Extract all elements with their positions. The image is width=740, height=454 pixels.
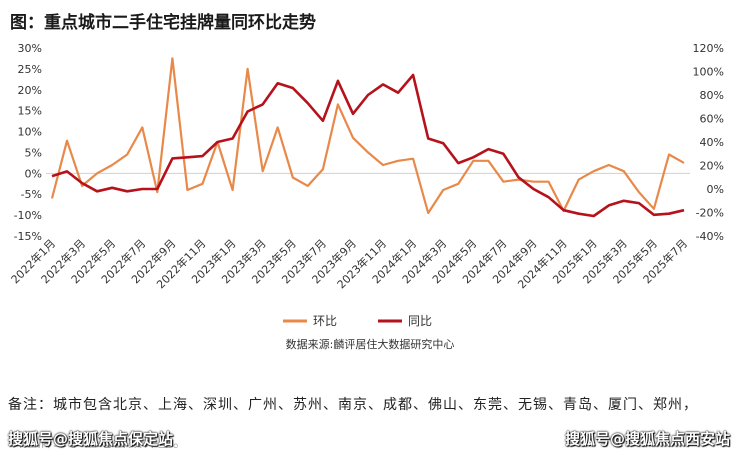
y-left-tick-label: 20% [18,84,42,97]
y-left-tick-label: -10% [14,209,42,222]
chart-legend: 环比 同比 [283,314,432,328]
legend-label-mom: 环比 [313,314,337,328]
y-right-tick-label: 100% [693,66,724,79]
y-left-tick-label: 5% [25,146,42,159]
y-left-tick-label: 0% [25,167,42,180]
series-line-mom [50,57,685,215]
y-right-tick-label: 80% [700,89,724,102]
y-right-tick-label: 0% [707,183,724,196]
footnote-continued: 以挂牌二手住宅套数计量。 [8,435,188,451]
y-left-tick-label: 25% [18,63,42,76]
chart-title: 图：重点城市二手住宅挂牌量同环比走势 [10,13,316,33]
footnote: 备注：城市包含北京、上海、深圳、广州、苏州、南京、成都、佛山、东莞、无锡、青岛、… [8,397,698,413]
series-line-yoy [51,73,685,218]
y-axis-right: -40% -20% 0% 20% 40% 60% 80% 100% 120% [693,42,724,243]
y-left-tick-label: -15% [14,230,42,243]
y-left-tick-label: -5% [21,188,42,201]
y-left-tick-label: 10% [18,126,42,139]
watermark-left: 搜狐号@搜狐焦点保定站 [8,430,174,448]
legend-label-yoy: 同比 [408,314,432,328]
y-right-tick-label: 120% [693,42,724,55]
x-axis: 2022年1月2022年3月2022年5月2022年7月2022年9月2022年… [8,236,690,291]
y-right-tick-label: 20% [700,160,724,173]
y-right-tick-label: -20% [696,207,724,220]
data-source: 数据来源:麟评居住大数据研究中心 [285,338,455,351]
watermark-right: 搜狐号@搜狐焦点西安站 [564,430,730,448]
series-lines [50,57,685,218]
y-axis-left: -15% -10% -5% 0% 5% 10% 15% 20% 25% 30% [14,42,42,243]
y-right-tick-label: 60% [700,113,724,126]
y-left-tick-label: 15% [18,105,42,118]
y-left-tick-label: 30% [18,42,42,55]
y-right-tick-label: -40% [696,230,724,243]
y-right-tick-label: 40% [700,136,724,149]
chart-svg: -15% -10% -5% 0% 5% 10% 15% 20% 25% 30% -40% -20% 0… [8,42,724,328]
